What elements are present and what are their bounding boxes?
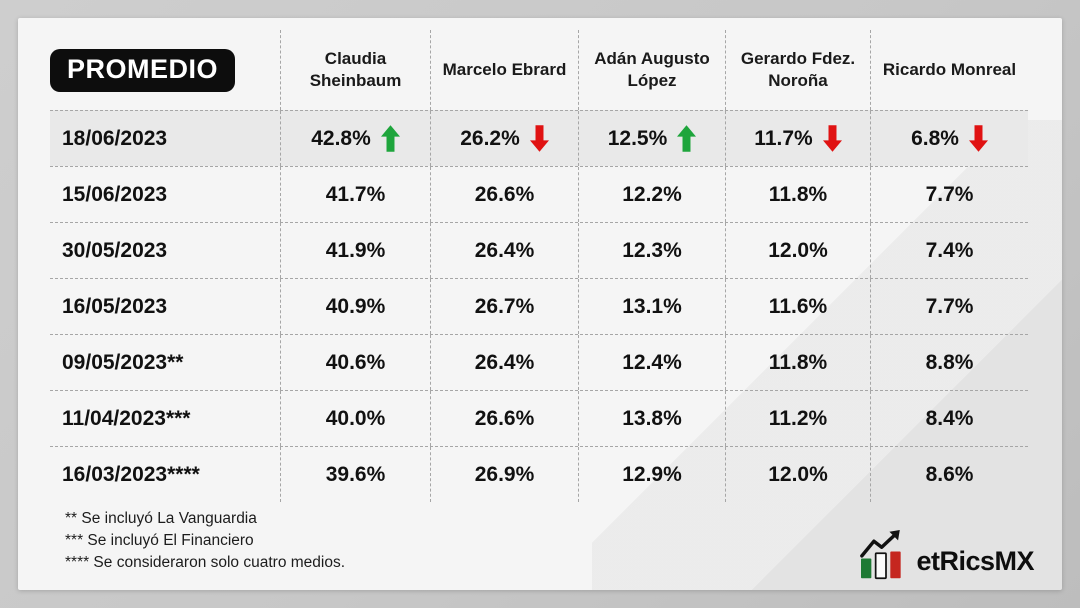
- value-cell: 40.0%: [280, 391, 430, 446]
- row-date: 11/04/2023***: [62, 406, 191, 430]
- value-cell: 8.6%: [870, 447, 1028, 502]
- value-cell: 8.4%: [870, 391, 1028, 446]
- footnote-line: **** Se consideraron solo cuatro medios.: [65, 554, 346, 571]
- column-header-lopez: Adán Augusto López: [594, 48, 710, 90]
- row-date: 18/06/2023: [62, 126, 168, 150]
- column-header-norona: Gerardo Fdez. Noroña: [740, 48, 856, 90]
- footnotes: ** Se incluyó La Vanguardia *** Se inclu…: [65, 508, 345, 574]
- value-cell: 7.7%: [870, 279, 1028, 334]
- metricsmx-logo: etRicsMX: [858, 528, 1034, 580]
- value-cell: 26.6%: [430, 167, 578, 222]
- value-cell: 41.9%: [280, 223, 430, 278]
- value-cell: 12.0%: [725, 223, 870, 278]
- column-header-sheinbaum: Claudia Sheinbaum: [309, 48, 402, 90]
- value-cell: 7.4%: [870, 223, 1028, 278]
- table-corner-cell: PROMEDIO: [50, 30, 280, 110]
- value-cell: 40.6%: [280, 335, 430, 390]
- value-cell: 12.3%: [578, 223, 725, 278]
- table-header-row: PROMEDIO Claudia Sheinbaum Marcelo Ebrar…: [50, 30, 1028, 110]
- value-cell: 26.9%: [430, 447, 578, 502]
- row-date: 09/05/2023**: [62, 350, 184, 374]
- footnote-line: *** Se incluyó El Financiero: [65, 532, 254, 549]
- table-row: 30/05/2023 41.9% 26.4% 12.3% 12.0% 7.4%: [50, 222, 1028, 278]
- trend-down-icon: [822, 125, 842, 152]
- metricsmx-logo-bars-icon: [860, 530, 902, 580]
- value-cell: 13.8%: [578, 391, 725, 446]
- row-date: 15/06/2023: [62, 182, 168, 206]
- value-cell: 11.8%: [725, 335, 870, 390]
- trend-up-icon: [380, 125, 400, 152]
- column-header-monreal: Ricardo Monreal: [882, 59, 1017, 79]
- promedio-table: PROMEDIO Claudia Sheinbaum Marcelo Ebrar…: [50, 30, 1028, 502]
- value-cell: 12.5%: [578, 111, 725, 166]
- table-row: 16/05/2023 40.9% 26.7% 13.1% 11.6% 7.7%: [50, 278, 1028, 334]
- value-cell: 12.4%: [578, 335, 725, 390]
- value-cell: 11.6%: [725, 279, 870, 334]
- value-cell: 26.4%: [430, 223, 578, 278]
- table-row: 11/04/2023*** 40.0% 26.6% 13.8% 11.2% 8.…: [50, 390, 1028, 446]
- value-cell: 12.9%: [578, 447, 725, 502]
- value-cell: 42.8%: [280, 111, 430, 166]
- value-cell: 11.2%: [725, 391, 870, 446]
- column-header-ebrard: Marcelo Ebrard: [442, 59, 567, 79]
- trend-down-icon: [529, 125, 549, 152]
- promedio-badge: PROMEDIO: [50, 48, 236, 92]
- value-cell: 8.8%: [870, 335, 1028, 390]
- value-cell: 40.9%: [280, 279, 430, 334]
- trend-up-icon: [677, 125, 697, 152]
- table-row: 09/05/2023** 40.6% 26.4% 12.4% 11.8% 8.8…: [50, 334, 1028, 390]
- table-row: 18/06/2023 42.8% 26.2% 12.5% 11.7% 6.8%: [50, 110, 1028, 166]
- value-cell: 26.6%: [430, 391, 578, 446]
- value-cell: 39.6%: [280, 447, 430, 502]
- row-date: 16/03/2023****: [62, 462, 200, 486]
- row-date: 30/05/2023: [62, 238, 168, 262]
- value-cell: 6.8%: [870, 111, 1028, 166]
- row-date: 16/05/2023: [62, 294, 168, 318]
- table-row: 15/06/2023 41.7% 26.6% 12.2% 11.8% 7.7%: [50, 166, 1028, 222]
- value-cell: 26.7%: [430, 279, 578, 334]
- value-cell: 41.7%: [280, 167, 430, 222]
- trend-down-icon: [968, 125, 988, 152]
- value-cell: 26.4%: [430, 335, 578, 390]
- metricsmx-wordmark: etRicsMX: [916, 546, 1034, 576]
- value-cell: 11.8%: [725, 167, 870, 222]
- value-cell: 13.1%: [578, 279, 725, 334]
- value-cell: 11.7%: [725, 111, 870, 166]
- value-cell: 26.2%: [430, 111, 578, 166]
- value-cell: 12.0%: [725, 447, 870, 502]
- table-row: 16/03/2023**** 39.6% 26.9% 12.9% 12.0% 8…: [50, 446, 1028, 502]
- value-cell: 12.2%: [578, 167, 725, 222]
- table-card: PROMEDIO Claudia Sheinbaum Marcelo Ebrar…: [18, 18, 1062, 590]
- value-cell: 7.7%: [870, 167, 1028, 222]
- footnote-line: ** Se incluyó La Vanguardia: [65, 510, 257, 527]
